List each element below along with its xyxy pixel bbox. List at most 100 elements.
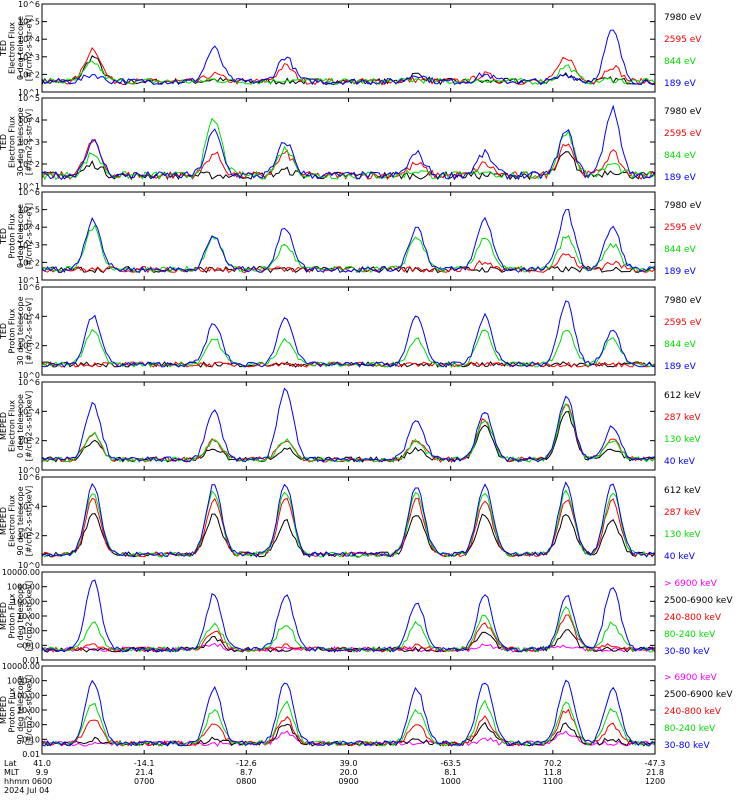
legend-entry: 844 eV [664,340,697,350]
ytick-label: 10^4 [18,312,40,321]
y-axis-label-line: TED [0,228,8,245]
ytick-label: 10^3 [18,138,40,147]
y-axis-label-line: [#/cm2-s-str-keV] [25,486,34,557]
ytick-label: 10^5 [18,94,40,103]
y-axis-label-line: MEPED [0,507,8,535]
x-lat-label: 39.0 [340,759,358,768]
ytick-label: 10^6 [18,0,40,9]
ytick-label: 1000.00 [7,677,40,686]
x-mlt-label: 11.8 [544,768,562,777]
legend-entry: 2595 eV [664,129,702,139]
series-4-4 [41,300,656,368]
y-axis-label-line: TED [0,134,8,151]
x-lat-label: 70.2 [544,759,562,768]
series-3-4 [41,208,656,274]
ytick-label: 10^3 [18,53,40,62]
x-row-label: MLT [4,768,19,777]
y-axis-label-line: 30 deg telescope [16,296,25,365]
y-axis-label-line: [#/cm2-s-str-keV] [25,581,34,652]
ytick-label: 10^5 [18,18,40,27]
series-6-1 [41,513,656,558]
x-row-label: hhmm [4,777,30,786]
panel-frame [41,381,656,471]
y-axis-label-line: TED [0,323,8,340]
legend-entry: 844 eV [664,151,697,161]
y-axis-label: MEPEDElectron Flux90 deg telescope[#/cm2… [0,486,34,557]
y-axis-label-line: MEPED [0,412,8,440]
legend-entry: 130 keV [664,435,701,445]
series-1-3 [42,60,656,86]
ytick-label: 10^1 [18,88,40,97]
y-axis-label-line: 90 deg telescope [16,486,25,555]
legend-entry: 287 keV [664,508,701,518]
ytick-label: 10^4 [18,35,40,44]
legend-entry: 844 eV [664,245,697,255]
legend-entry: 240-800 keV [664,613,722,623]
ytick-label: 10^1 [18,182,40,191]
ytick-label: 10^0 [18,466,40,475]
series-7-5 [41,579,656,653]
panel-3: 10^1 10^2 10^3 10^4 10^5 10^6 TEDProton Flux0 … [0,188,702,285]
ytick-label: 10^5 [18,206,40,215]
y-axis-label: TEDElectron Flux0 deg telescope[#/cm2-s-… [0,15,34,81]
legend-entry: 189 eV [664,173,697,183]
ytick-label: 10.00 [17,706,40,715]
y-axis-label-line: Proton Flux [8,687,17,732]
ytick-label: 10^2 [18,342,40,351]
ytick-label: 10^6 [18,283,40,292]
series-6-2 [41,497,656,558]
legend-entry: 2500-6900 keV [664,690,733,700]
panel-6: 10^0 10^2 10^4 10^6 MEPEDElectron Flux90 deg… [0,473,701,570]
ytick-label: 10^0 [18,371,40,380]
series-5-2 [41,403,656,463]
y-axis-label-line: [#/cm2-s-str-eV] [25,203,34,269]
y-axis-label: MEPEDProton Flux0 deg telescope[#/cm2-s-… [0,581,34,652]
series-3-2 [41,253,656,274]
ytick-label: 0.01 [22,750,40,759]
legend-entry: 2500-6900 keV [664,596,733,606]
ytick-label: 10^2 [18,532,40,541]
x-hhmm-label: 0800 [236,777,256,786]
panel-5: 10^0 10^2 10^4 10^6 MEPEDElectron Flux0 deg … [0,378,701,475]
panel-1: 10^1 10^2 10^3 10^4 10^5 10^6 TEDElectron Flux… [0,0,702,97]
y-axis-label-line: 90 deg telescope [16,675,25,744]
ytick-label: 10^6 [18,473,40,482]
legend-entry: 7980 eV [664,296,702,306]
ytick-label: 10.00 [17,612,40,621]
x-lat-label: -47.3 [645,759,666,768]
legend-entry: 612 keV [664,486,701,496]
legend-entry: 7980 eV [664,201,702,211]
ytick-label: 0.10 [22,641,40,650]
legend-entry: 2595 eV [664,35,702,45]
x-hhmm-label: 1100 [543,777,563,786]
x-row-label: Lat [4,759,17,768]
y-axis-label-line: MEPED [0,696,8,724]
ytick-label: 10^2 [18,437,40,446]
x-hhmm-label: 0600 [32,777,52,786]
x-lat-label: -63.5 [440,759,461,768]
y-axis-label-line: 0 deg telescope [16,394,25,458]
x-hhmm-label: 1000 [440,777,460,786]
ytick-label: 0.10 [22,735,40,744]
legend-entry: 7980 eV [664,13,702,23]
ytick-label: 10000.00 [2,568,40,577]
ytick-label: 1.00 [22,721,40,730]
x-mlt-label: 9.9 [36,768,49,777]
series-6-4 [41,481,655,558]
legend-entry: 40 keV [664,552,696,562]
x-mlt-label: 21.8 [646,768,664,777]
legend-entry: 844 eV [664,57,697,67]
y-axis-label-line: TED [0,40,8,57]
y-axis-label-line: Electron Flux [8,495,17,547]
panel-2: 10^1 10^2 10^3 10^4 10^5 TEDElectron Flux30 d… [0,94,702,191]
series-5-3 [42,403,656,463]
legend-entry: 80-240 keV [664,724,716,734]
y-axis-label-line: [#/cm2-s-str-eV] [25,15,34,81]
ytick-label: 10^4 [18,116,40,125]
ytick-label: 1.00 [22,627,40,636]
legend-entry: 30-80 keV [664,647,710,657]
legend-entry: 612 keV [664,391,701,401]
x-mlt-label: 20.0 [340,768,358,777]
